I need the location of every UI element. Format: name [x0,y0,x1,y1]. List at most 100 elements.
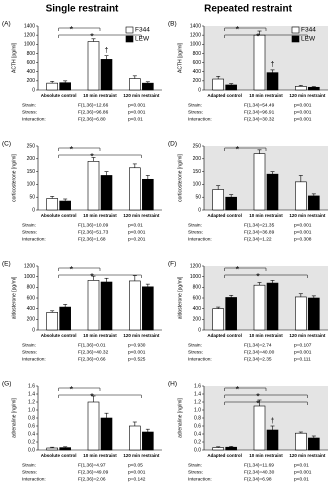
x-tick-label: Adapted control [207,93,242,98]
y-tick-label: 0.4 [28,431,35,437]
bar [100,417,113,451]
statistics-text: p<0.001 [294,349,312,355]
y-tick-label: 1.2 [28,399,35,405]
panel-label: (F) [168,261,176,268]
statistics-text: Stress: [188,229,203,235]
panel-label: (E) [2,261,11,268]
y-tick-label: 0.4 [194,431,201,437]
y-tick-label: 200 [27,317,36,323]
significance-mark: * [256,271,260,281]
bar [295,181,307,211]
y-tick-label: 0 [198,87,201,93]
y-tick-label: 400 [193,69,202,75]
significance-mark: * [70,264,74,274]
statistics-text: p<0.001 [294,222,312,228]
statistics-text: F(2,34)=96.91 [244,109,275,115]
statistics-text: Stress: [22,229,37,235]
y-tick-label: 200 [193,78,202,84]
y-tick-label: 100 [27,182,36,188]
y-tick-label: 600 [27,60,36,66]
significance-mark: * [256,398,260,408]
y-tick-label: 100 [193,182,202,188]
axes [37,266,162,331]
bracket [224,387,267,391]
bracket [58,274,142,278]
bar [129,78,141,91]
significance-mark: * [236,144,240,154]
statistics-text: Interaction: [22,236,46,242]
panel-label: (H) [168,381,177,388]
x-tick-label: 120 min restraint [289,333,326,338]
statistics-text: Stress: [22,109,37,115]
significance-mark: * [90,271,94,281]
plot-background [204,146,328,210]
bar [253,153,266,211]
statistics-text: F(2,36)=0.66 [78,356,106,362]
x-tick-label: 10 min restraint [249,213,283,218]
statistics-text: F(2,36)=2.06 [78,476,106,482]
y-tick-label: 0.8 [194,415,201,421]
statistics-text: Strain: [22,462,36,468]
y-tick-label: 1000 [24,42,35,48]
y-axis-label: ACTH [pg/ml] [11,42,17,73]
statistics-text: Stress: [22,349,37,355]
bracket [58,267,101,271]
statistics-text: Interaction: [22,356,46,362]
statistics-text: p=0.111 [294,356,311,362]
y-tick-label: 0 [198,327,201,333]
significance-mark: * [256,391,260,401]
x-tick-label: 120 min restraint [123,333,160,338]
bar [129,167,141,211]
bracket [58,154,142,158]
statistics-text: p=0.201 [128,236,146,242]
bracket [224,401,308,405]
bar [142,82,154,91]
statistics-text: F(1,34)=21.35 [244,222,275,228]
y-tick-label: 200 [193,317,202,323]
y-axis-label: corticosterone [ng/ml] [177,153,183,201]
bracket [58,387,101,391]
y-tick-label: 1.2 [194,399,201,405]
bar [308,86,320,91]
y-tick-label: 1000 [24,274,35,280]
x-tick-label: Adapted control [207,333,242,338]
y-tick-label: 1.0 [194,407,201,413]
y-tick-label: 1200 [190,263,201,269]
y-tick-label: 150 [193,169,202,175]
statistics-text: p<0.001 [294,109,312,115]
legend-swatch [291,35,300,43]
bar [295,86,307,91]
statistics-text: Strain: [22,102,36,108]
y-tick-label: 800 [193,51,202,57]
legend-swatch [291,26,300,34]
y-tick-label: 1400 [24,23,35,29]
bar [295,296,307,331]
bar [87,41,100,91]
statistics-text: Stress: [188,469,203,475]
axes [203,26,328,91]
bar [266,72,279,91]
y-tick-label: 1.0 [28,407,35,413]
x-tick-label: 10 min restraint [249,333,283,338]
statistics-text: F(1,36)=12.66 [78,102,109,108]
significance-mark: * [90,151,94,161]
statistics-text: Stress: [188,349,203,355]
bar [59,200,71,211]
legend-swatch [125,35,134,43]
y-axis-label: corticosterone [ng/ml] [11,153,17,201]
bracket [58,394,142,398]
bar [87,161,100,211]
bar [308,437,320,451]
legend-swatch [125,26,134,34]
panel-label: (C) [2,141,11,148]
statistics-text: F(1,34)=54.49 [244,102,275,108]
bracket [224,34,308,38]
y-tick-label: 1.4 [194,391,201,397]
bar [308,297,320,331]
statistics-text: p=0.142 [128,476,146,482]
y-tick-label: 200 [27,156,36,162]
statistics-text: p<0.001 [128,229,146,235]
statistics-text: p<0.05 [128,462,143,468]
legend-label: LEW [301,36,316,43]
y-tick-label: 0.0 [194,447,201,453]
